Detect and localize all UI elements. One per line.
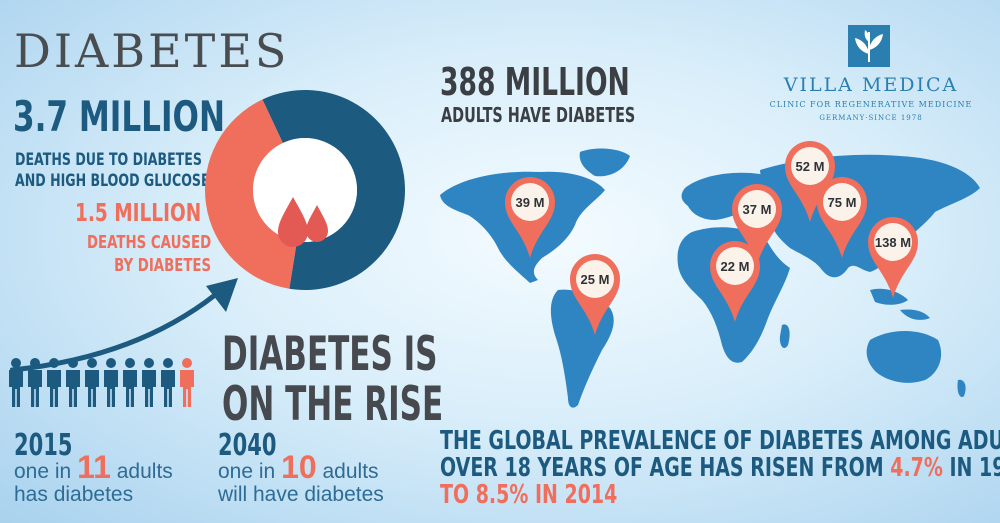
- brand-since: GERMANY·SINCE 1978: [819, 114, 923, 122]
- person-icon: [180, 358, 194, 407]
- deaths-donut-chart: [205, 89, 406, 291]
- prevalence-2014-value: 8.5%: [475, 480, 529, 510]
- continent-new-zealand: [957, 379, 966, 398]
- person-icon: [66, 358, 80, 407]
- continent-greenland: [579, 148, 630, 177]
- map-pin: 25 M: [570, 254, 620, 335]
- map-pin-label: 75 M: [828, 195, 857, 210]
- stat-2015-text: one in 11 adults: [14, 449, 173, 485]
- person-icon: [47, 358, 61, 407]
- map-pin-label: 25 M: [581, 272, 610, 287]
- brand-name: VILLA MEDICA: [783, 74, 959, 96]
- rise-heading: DIABETES IS ON THE RISE: [222, 327, 444, 432]
- stat-2015-line2: has diabetes: [14, 483, 134, 506]
- map-pin: 52 M: [785, 140, 835, 222]
- map-pin: 22 M: [710, 241, 760, 322]
- donut-segment-other: [262, 89, 406, 291]
- people-icon-row: [9, 358, 194, 407]
- map-pin: 37 M: [732, 184, 782, 265]
- map-pin-label: 22 M: [721, 259, 750, 274]
- total-deaths-value: 3.7 MILLION: [13, 92, 225, 141]
- diabetes-deaths-description: DEATHS CAUSED BY DIABETES: [87, 232, 212, 276]
- map-pin-label: 52 M: [796, 159, 825, 174]
- rising-arrow-icon: [10, 278, 238, 373]
- adults-with-diabetes-value: 388 MILLION: [440, 60, 630, 104]
- continent-australia: [866, 331, 942, 383]
- person-icon: [161, 358, 175, 407]
- donut-center: [253, 138, 357, 242]
- brand-tagline: CLINIC FOR REGENERATIVE MEDICINE: [769, 100, 973, 109]
- continent-madagascar: [779, 324, 790, 349]
- total-deaths-description: DEATHS DUE TO DIABETES AND HIGH BLOOD GL…: [15, 150, 210, 191]
- year-2015: 2015: [14, 428, 73, 463]
- villa-medica-logo-icon: [848, 25, 890, 67]
- page-title: DIABETES: [14, 24, 290, 78]
- donut-segment-diabetes: [205, 99, 297, 289]
- person-icon: [104, 358, 118, 407]
- year-2040: 2040: [218, 428, 277, 463]
- person-icon: [9, 358, 23, 407]
- map-pin: 138 M: [868, 217, 918, 298]
- prevalence-1980-value: 4.7%: [890, 453, 943, 483]
- person-icon: [28, 358, 42, 407]
- stat-2040-line2: will have diabetes: [218, 483, 384, 506]
- person-icon: [85, 358, 99, 407]
- map-pin-label: 37 M: [743, 202, 772, 217]
- map-pin-label: 39 M: [516, 195, 545, 210]
- map-pin-label: 138 M: [875, 235, 911, 250]
- map-pin: 75 M: [817, 177, 867, 258]
- diabetes-deaths-value: 1.5 MILLION: [75, 198, 202, 227]
- stat-2040-text: one in 10 adults: [218, 449, 379, 485]
- prevalence-statement: THE GLOBAL PREVALENCE OF DIABETES AMONG …: [440, 426, 1000, 510]
- continent-southeast-asia: [870, 288, 930, 320]
- blood-drop-icon: [278, 197, 328, 247]
- person-icon: [123, 358, 137, 407]
- map-pin: 39 M: [505, 177, 555, 258]
- adults-with-diabetes-label: ADULTS HAVE DIABETES: [441, 103, 636, 127]
- world-map: 39 M 25 M 52 M 37 M 75 M 22 M 138 M: [440, 140, 980, 408]
- person-icon: [142, 358, 156, 407]
